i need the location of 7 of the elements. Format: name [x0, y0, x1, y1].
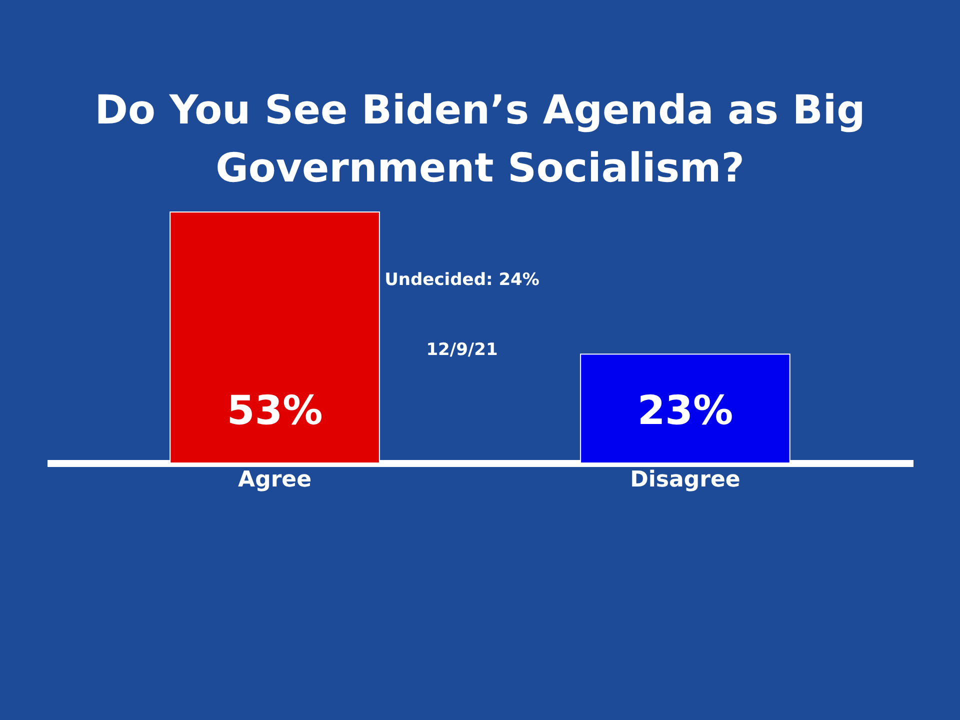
annotation: Undecided: 24% — [384, 270, 540, 290]
data-label: 53% — [226, 388, 323, 434]
annotation: 12/9/21 — [426, 340, 498, 360]
data-label: 23% — [637, 388, 734, 434]
x-tick-label: Agree — [238, 468, 312, 492]
chart-title: Do You See Biden’s Agenda as Big Government Socialism? — [94, 88, 866, 192]
x-tick-label: Disagree — [630, 468, 740, 492]
